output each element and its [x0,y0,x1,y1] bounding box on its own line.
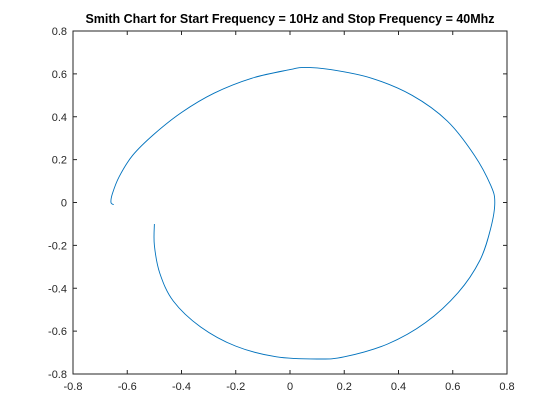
y-tick-label: -0.6 [48,326,67,338]
x-tick-label: -0.4 [172,381,191,393]
y-tick-label: -0.2 [48,240,67,252]
plot-area [73,31,507,374]
y-tick-label: -0.8 [48,369,67,381]
y-tick-label: 0 [61,198,67,210]
x-tick-label: -0.6 [118,381,137,393]
y-tick-label: -0.4 [48,283,67,295]
x-tick-label: -0.8 [64,381,83,393]
x-tick-label: 0.2 [337,381,352,393]
y-tick-label: 0.2 [52,155,67,167]
chart-title: Smith Chart for Start Frequency = 10Hz a… [85,12,494,26]
y-tick-label: 0.8 [52,26,67,38]
y-tick-label: 0.6 [52,69,67,81]
chart-marks [110,66,496,360]
y-tick-label: 0.4 [52,112,67,124]
x-tick-label: -0.2 [226,381,245,393]
x-tick-label: 0.4 [391,381,406,393]
series-line-0 [110,66,496,360]
axis-ticks: -0.8 -0.6 -0.4 -0.2 0 0.2 0.4 0.6 0.8 0.8 0.6 0.4 0.… [48,26,515,393]
x-tick-label: 0.8 [499,381,514,393]
x-tick-label: 0 [287,381,293,393]
x-tick-label: 0.6 [445,381,460,393]
